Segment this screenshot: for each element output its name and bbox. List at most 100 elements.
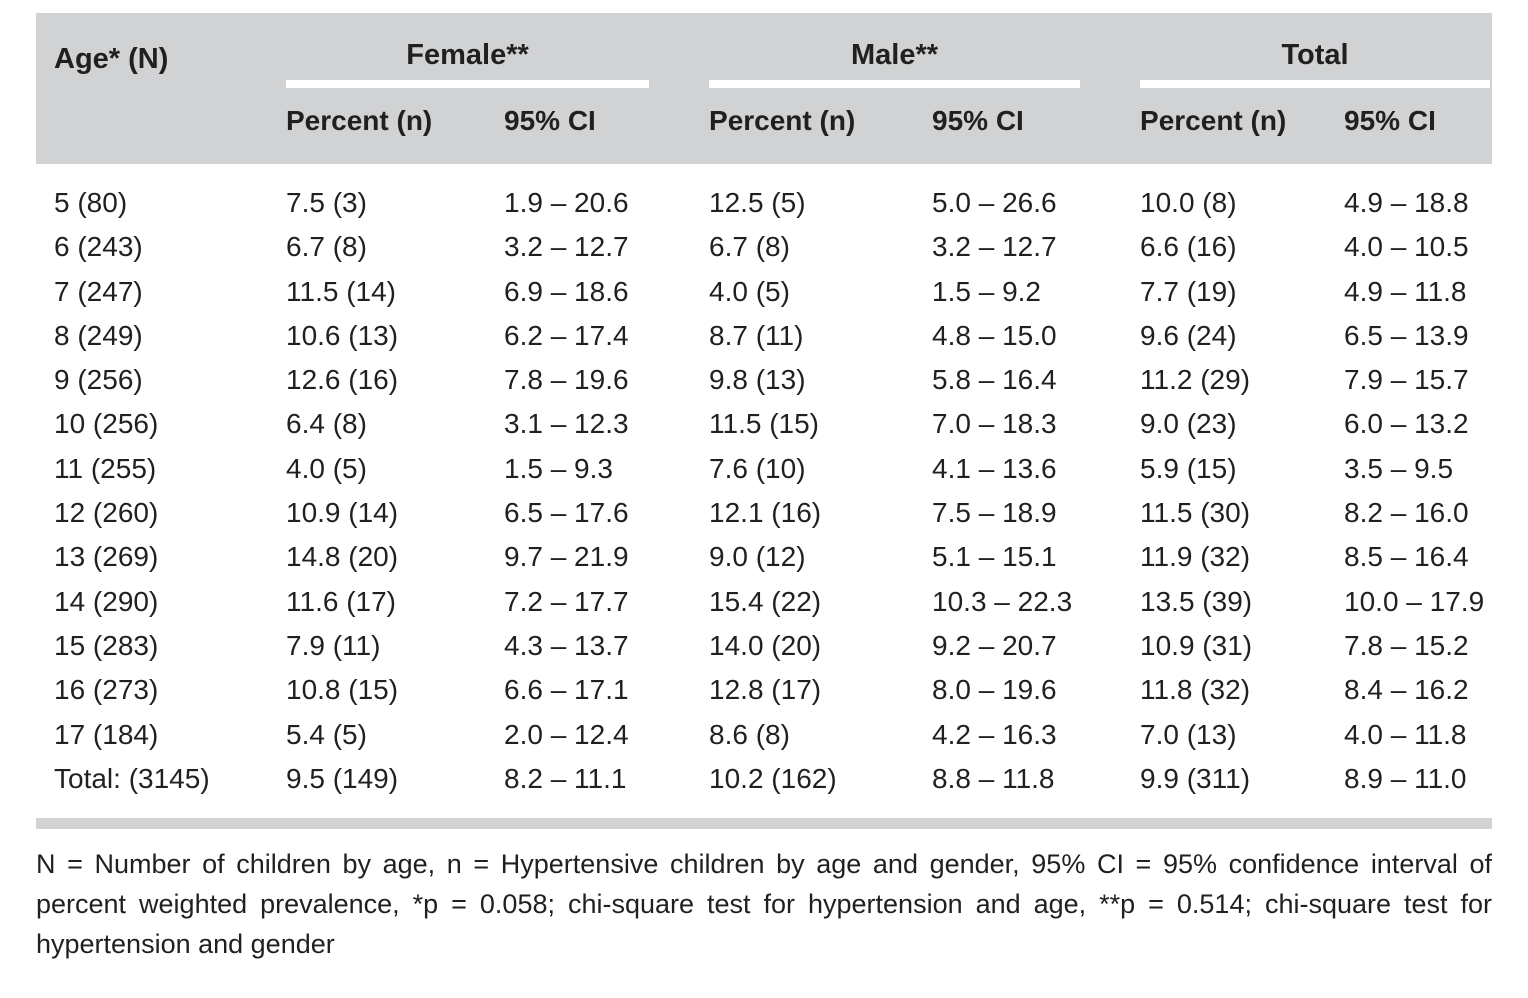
table-row: 12 (260) 10.9 (14) 6.5 – 17.6 12.1 (16) 7.5 … bbox=[36, 491, 1492, 535]
value-cell: 5.8 – 16.4 bbox=[932, 364, 1057, 396]
table-body: 5 (80) 7.5 (3) 1.9 – 20.6 12.5 (5) 5.0 – 26.… bbox=[36, 164, 1492, 801]
value-cell: 4.0 (5) bbox=[286, 452, 367, 484]
value-cell: 11.5 (30) bbox=[1140, 497, 1251, 529]
value-cell: 6.7 (8) bbox=[709, 231, 790, 263]
age-cell: 9 (256) bbox=[54, 364, 143, 396]
table-row: 17 (184) 5.4 (5) 2.0 – 12.4 8.6 (8) 4.2 – 16… bbox=[36, 713, 1492, 757]
col-group-total: Total bbox=[1140, 13, 1493, 88]
table-footnote: N = Number of children by age, n = Hyper… bbox=[36, 844, 1492, 964]
value-cell: 5.4 (5) bbox=[286, 718, 367, 750]
value-cell: 3.2 – 12.7 bbox=[504, 231, 629, 263]
value-cell: 4.9 – 11.8 bbox=[1344, 275, 1467, 307]
value-cell: 12.1 (16) bbox=[709, 497, 822, 529]
age-cell: 5 (80) bbox=[54, 187, 128, 218]
age-cell: 14 (290) bbox=[54, 585, 159, 617]
value-cell: 7.8 – 15.2 bbox=[1344, 629, 1469, 661]
value-cell: 8.5 – 16.4 bbox=[1344, 541, 1469, 573]
value-cell: 11.5 (14) bbox=[286, 275, 396, 307]
value-cell: 14.8 (20) bbox=[286, 541, 399, 573]
table-row-total: Total: (3145) 9.5 (149) 8.2 – 11.1 10.2 (16… bbox=[36, 757, 1492, 801]
age-cell: 8 (249) bbox=[54, 319, 143, 351]
value-cell: 4.0 – 11.8 bbox=[1344, 718, 1467, 750]
table-row: 6 (243) 6.7 (8) 3.2 – 12.7 6.7 (8) 3.2 – 12.… bbox=[36, 225, 1492, 269]
value-cell: 9.9 (311) bbox=[1140, 762, 1251, 794]
value-cell: 6.5 – 13.9 bbox=[1344, 319, 1469, 351]
value-cell: 6.0 – 13.2 bbox=[1344, 408, 1469, 440]
table-row: 5 (80) 7.5 (3) 1.9 – 20.6 12.5 (5) 5.0 – 26.… bbox=[36, 164, 1492, 225]
value-cell: 7.7 (19) bbox=[1140, 275, 1237, 307]
col-group-female: Female** bbox=[286, 13, 710, 88]
value-cell: 3.2 – 12.7 bbox=[932, 231, 1057, 263]
value-cell: 3.1 – 12.3 bbox=[504, 408, 629, 440]
sub-header-row: Percent (n) 95% CI Percent (n) 95% CI Pe… bbox=[36, 88, 1493, 164]
value-cell: 4.2 – 16.3 bbox=[932, 718, 1057, 750]
value-cell: 14.0 (20) bbox=[709, 629, 822, 661]
value-cell: 11.8 (32) bbox=[1140, 674, 1251, 706]
value-cell: 10.3 – 22.3 bbox=[932, 585, 1073, 617]
value-cell: 3.5 – 9.5 bbox=[1344, 452, 1454, 484]
age-cell: 6 (243) bbox=[54, 231, 143, 263]
table-row: 10 (256) 6.4 (8) 3.1 – 12.3 11.5 (15) 7.0 – … bbox=[36, 402, 1492, 446]
value-cell: 7.9 (11) bbox=[286, 629, 381, 661]
value-cell: 10.0 (8) bbox=[1140, 187, 1237, 218]
value-cell: 9.2 – 20.7 bbox=[932, 629, 1057, 661]
value-cell: 7.5 – 18.9 bbox=[932, 497, 1057, 529]
value-cell: 8.6 (8) bbox=[709, 718, 790, 750]
value-cell: 4.1 – 13.6 bbox=[932, 452, 1057, 484]
value-cell: 10.0 – 17.9 bbox=[1344, 585, 1485, 617]
value-cell: 5.0 – 26.6 bbox=[932, 187, 1057, 218]
value-cell: 4.8 – 15.0 bbox=[932, 319, 1057, 351]
value-cell: 8.0 – 19.6 bbox=[932, 674, 1057, 706]
value-cell: 8.8 – 11.8 bbox=[932, 762, 1055, 794]
prevalence-table-figure: Age* (N) Female** Male** Total Percent (… bbox=[36, 13, 1493, 964]
value-cell: 7.6 (10) bbox=[709, 452, 806, 484]
footnote-line-3: hypertension and gender bbox=[36, 929, 335, 960]
group-label-female: Female** bbox=[286, 13, 650, 88]
age-cell: 13 (269) bbox=[54, 541, 159, 573]
footnote-line-2: percent weighted prevalence, *p = 0.058;… bbox=[36, 889, 1492, 920]
value-cell: 6.7 (8) bbox=[286, 231, 367, 263]
col-header-female-ci: 95% CI bbox=[504, 88, 710, 164]
age-cell: 15 (283) bbox=[54, 629, 159, 661]
table-row: 8 (249) 10.6 (13) 6.2 – 17.4 8.7 (11) 4.8 – … bbox=[36, 314, 1492, 358]
value-cell: 6.6 (16) bbox=[1140, 231, 1237, 263]
value-cell: 5.1 – 15.1 bbox=[932, 541, 1057, 573]
value-cell: 8.2 – 11.1 bbox=[504, 762, 627, 794]
value-cell: 6.5 – 17.6 bbox=[504, 497, 629, 529]
value-cell: 12.8 (17) bbox=[709, 674, 822, 706]
value-cell: 7.2 – 17.7 bbox=[504, 585, 629, 617]
col-header-male-percent: Percent (n) bbox=[709, 88, 933, 164]
value-cell: 8.2 – 16.0 bbox=[1344, 497, 1469, 529]
value-cell: 11.9 (32) bbox=[1140, 541, 1251, 573]
group-header-row: Age* (N) Female** Male** Total bbox=[36, 13, 1493, 164]
col-header-total-percent: Percent (n) bbox=[1140, 88, 1345, 164]
value-cell: 9.0 (23) bbox=[1140, 408, 1237, 440]
table-row: 16 (273) 10.8 (15) 6.6 – 17.1 12.8 (17) 8.0 … bbox=[36, 668, 1492, 712]
table-header: Age* (N) Female** Male** Total Percent (… bbox=[36, 13, 1493, 164]
col-header-age: Age* (N) bbox=[36, 13, 286, 164]
value-cell: 15.4 (22) bbox=[709, 585, 822, 617]
age-cell: 16 (273) bbox=[54, 674, 159, 706]
value-cell: 8.7 (11) bbox=[709, 319, 804, 351]
value-cell: 4.9 – 18.8 bbox=[1344, 187, 1469, 218]
value-cell: 7.0 – 18.3 bbox=[932, 408, 1057, 440]
value-cell: 8.9 – 11.0 bbox=[1344, 762, 1467, 794]
value-cell: 6.6 – 17.1 bbox=[504, 674, 629, 706]
value-cell: 7.9 – 15.7 bbox=[1344, 364, 1469, 396]
value-cell: 6.9 – 18.6 bbox=[504, 275, 629, 307]
value-cell: 13.5 (39) bbox=[1140, 585, 1253, 617]
value-cell: 9.0 (12) bbox=[709, 541, 806, 573]
value-cell: 1.9 – 20.6 bbox=[504, 187, 629, 218]
value-cell: 2.0 – 12.4 bbox=[504, 718, 629, 750]
col-header-total-ci: 95% CI bbox=[1344, 88, 1493, 164]
hypertension-prevalence-table: Age* (N) Female** Male** Total Percent (… bbox=[36, 13, 1493, 801]
value-cell: 10.8 (15) bbox=[286, 674, 399, 706]
value-cell: 10.9 (31) bbox=[1140, 629, 1253, 661]
value-cell: 4.0 – 10.5 bbox=[1344, 231, 1469, 263]
age-cell: 7 (247) bbox=[54, 275, 143, 307]
age-cell: 17 (184) bbox=[54, 718, 159, 750]
col-header-male-ci: 95% CI bbox=[932, 88, 1141, 164]
footer-divider bbox=[36, 818, 1492, 830]
value-cell: 8.4 – 16.2 bbox=[1344, 674, 1469, 706]
value-cell: 9.6 (24) bbox=[1140, 319, 1237, 351]
